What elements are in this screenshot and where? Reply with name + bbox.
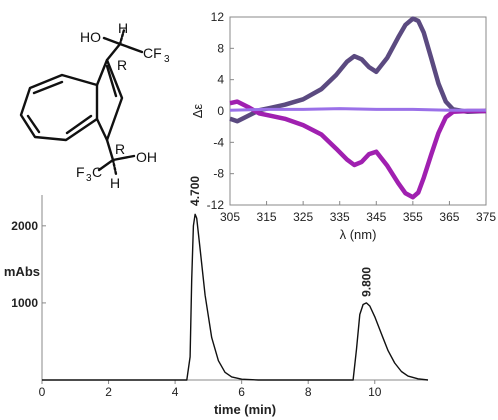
hplc-trace-line — [42, 213, 429, 381]
hplc-x-tick-label: 6 — [238, 385, 245, 399]
cd-y-tick-label: 8 — [217, 41, 224, 55]
azulene-diol-structure — [19, 28, 144, 176]
f3c-c-label: C — [92, 164, 102, 180]
cd-x-tick-label: 305 — [220, 210, 240, 224]
cd-y-tick-label: -4 — [213, 135, 224, 149]
seven-ring — [19, 73, 99, 142]
cd-x-tick-label: 365 — [439, 210, 459, 224]
bond-ch-cf3 — [118, 42, 144, 54]
oh-label: OH — [136, 149, 157, 165]
hplc-series-group — [42, 213, 429, 381]
cd-series-line-3 — [229, 107, 486, 112]
cd-y-tick-label: 4 — [217, 73, 224, 87]
hash-bond-bottom — [111, 158, 118, 176]
hplc-y-tick-label: 2000 — [11, 219, 38, 233]
cd-x-axis-label: λ (nm) — [340, 227, 377, 242]
hplc-x-tick-label: 0 — [39, 385, 46, 399]
r-top-label: R — [117, 57, 127, 73]
molecule-labels: HO H R CF 3 R OH F 3 C H — [76, 20, 170, 191]
cd-y-tick-label: -12 — [207, 198, 225, 212]
cd-x-tick-label: 315 — [257, 210, 277, 224]
five-ring — [95, 58, 124, 142]
double-bond-4 — [105, 64, 118, 98]
cd-series-line-1 — [229, 16, 487, 124]
hplc-x-tick-label: 2 — [105, 385, 112, 399]
hplc-y-ticks: 1000 2000 — [11, 219, 46, 310]
double-bond-1 — [32, 80, 64, 95]
h-bottom-label: H — [110, 175, 120, 191]
bond-ch-oh — [102, 36, 122, 46]
hplc-chromatogram-chart: 1000 2000 0 2 4 6 8 10 4.700 9.800 time (min) m… — [4, 176, 429, 417]
cd-x-tick-label: 345 — [366, 210, 386, 224]
bond-c1-ch — [105, 42, 122, 62]
hplc-x-ticks: 0 2 4 6 8 10 — [39, 380, 382, 399]
cd-y-axis-label: Δε — [190, 104, 205, 119]
cd-x-ticks: 305 315 325 335 345 355 365 375 — [220, 201, 496, 224]
f3c-subscript: 3 — [86, 173, 92, 184]
hplc-peak-label: 9.800 — [359, 267, 373, 297]
f3c-f-label: F — [76, 164, 85, 180]
cd-spectrum-chart: 12 8 4 0 -4 -8 -12 305 315 325 335 345 355 365 375 λ … — [190, 10, 496, 242]
hplc-y-tick-label: 1000 — [11, 296, 38, 310]
cf3-top-label: CF — [143, 45, 162, 61]
cd-x-tick-label: 325 — [293, 210, 313, 224]
bond-ch-cf3-bottom — [97, 158, 115, 172]
cd-y-tick-label: -8 — [213, 167, 224, 181]
cd-series-group — [229, 16, 487, 200]
hplc-x-tick-label: 4 — [172, 385, 179, 399]
hplc-x-tick-label: 8 — [305, 385, 312, 399]
hplc-x-axis-label: time (min) — [214, 402, 276, 417]
hplc-x-tick-label: 10 — [368, 385, 382, 399]
cf3-top-subscript: 3 — [164, 54, 170, 65]
hash-bond-top — [118, 28, 126, 46]
cd-y-tick-label: 0 — [217, 104, 224, 118]
hplc-y-axis-label: mAbs — [4, 264, 40, 279]
bond-ch-oh-bottom — [111, 154, 136, 162]
cd-x-tick-label: 355 — [403, 210, 423, 224]
cd-series-line-2 — [229, 99, 486, 200]
hplc-peak-labels: 4.700 9.800 — [188, 176, 373, 297]
ho-label: HO — [80, 29, 101, 45]
h-top-label: H — [118, 20, 128, 36]
r-bottom-label: R — [115, 141, 125, 157]
cd-x-tick-label: 335 — [330, 210, 350, 224]
double-bond-3 — [65, 114, 93, 135]
cd-y-tick-label: 12 — [211, 10, 225, 24]
bond-c3-ch — [105, 138, 115, 162]
cd-y-ticks: 12 8 4 0 -4 -8 -12 — [207, 10, 234, 212]
hplc-peak-label: 4.700 — [188, 176, 202, 206]
double-bond-2 — [26, 114, 41, 134]
cd-x-tick-label: 375 — [476, 210, 496, 224]
